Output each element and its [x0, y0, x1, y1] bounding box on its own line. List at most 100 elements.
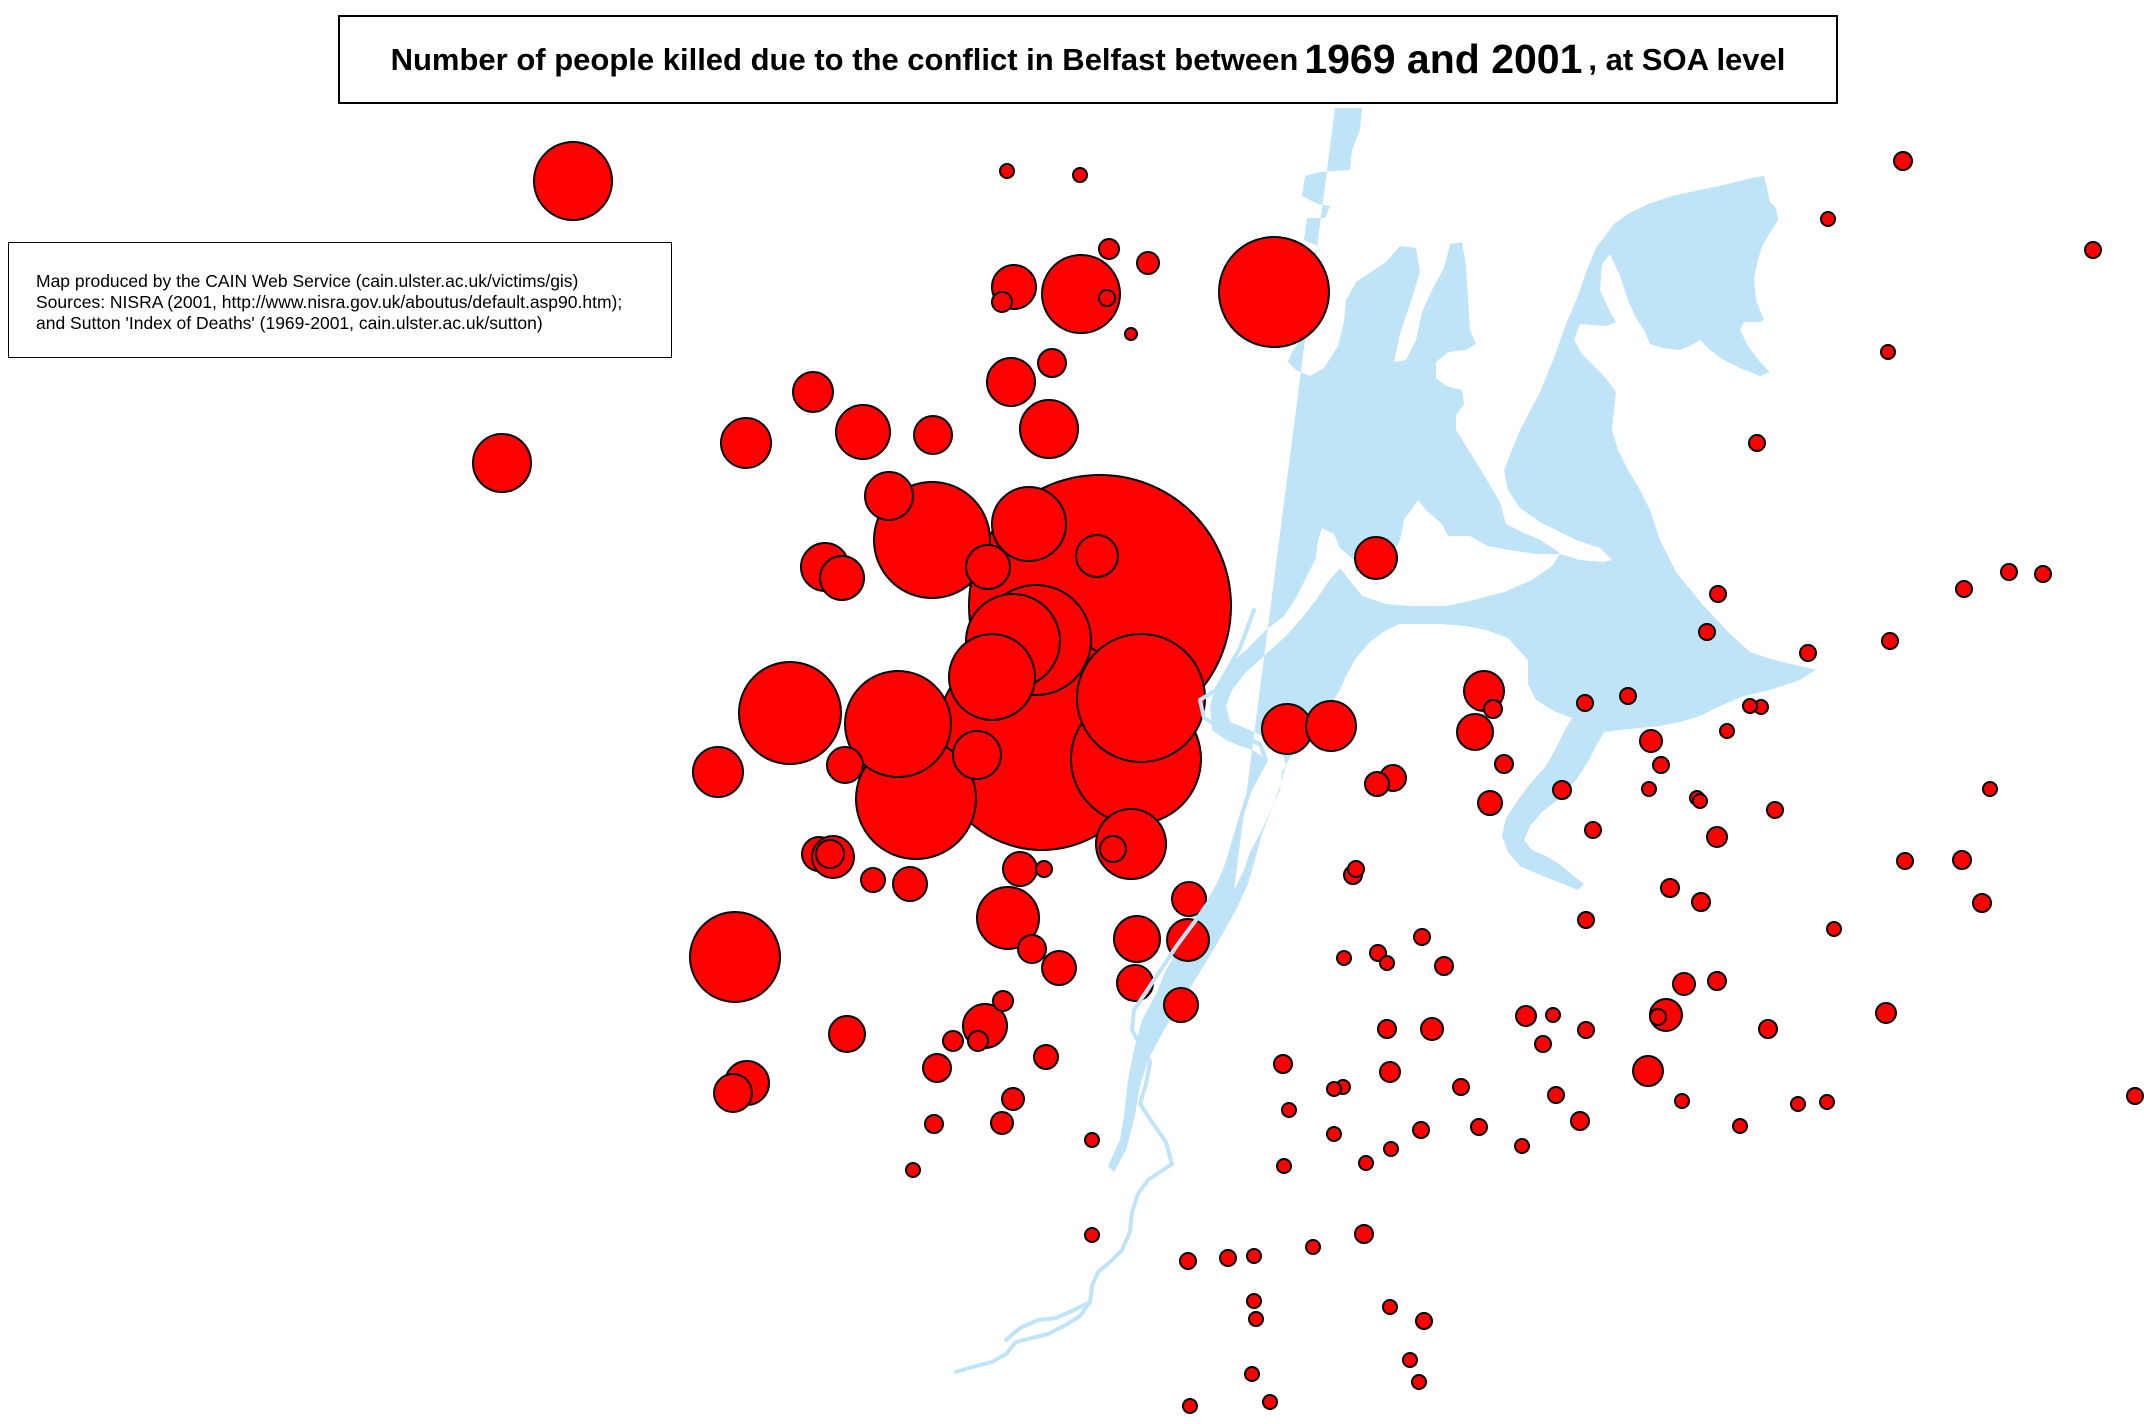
death-marker — [1707, 971, 1727, 991]
death-marker — [1982, 781, 1998, 797]
death-marker — [472, 433, 532, 493]
death-marker — [2126, 1087, 2144, 1105]
death-marker — [1576, 694, 1594, 712]
death-marker — [1515, 1005, 1537, 1027]
death-marker — [986, 357, 1036, 407]
death-marker — [1124, 327, 1138, 341]
death-marker — [1674, 1093, 1690, 1109]
death-marker — [1364, 771, 1390, 797]
death-markers — [472, 141, 2144, 1414]
death-marker — [1017, 934, 1047, 964]
death-marker — [1171, 881, 1207, 917]
death-marker — [689, 911, 781, 1003]
death-marker — [819, 555, 865, 601]
death-marker — [826, 746, 864, 784]
death-marker — [1098, 238, 1120, 260]
death-marker — [1552, 780, 1572, 800]
river-lagan — [954, 608, 1268, 1374]
death-marker — [1477, 790, 1503, 816]
death-marker — [1377, 1019, 1397, 1039]
death-marker — [1826, 921, 1842, 937]
death-marker — [1649, 1008, 1667, 1026]
death-marker — [1276, 1158, 1292, 1174]
death-marker — [1261, 703, 1313, 755]
death-marker — [1819, 1094, 1835, 1110]
death-marker — [1790, 1096, 1806, 1112]
death-marker — [1354, 536, 1398, 580]
death-marker — [1577, 1021, 1595, 1039]
death-marker — [1076, 633, 1206, 763]
death-marker — [1880, 344, 1896, 360]
death-marker — [1136, 251, 1160, 275]
death-marker — [1547, 1086, 1565, 1104]
death-marker — [1420, 1017, 1444, 1041]
death-marker — [991, 486, 1067, 562]
death-marker — [1035, 860, 1053, 878]
death-marker — [1244, 1366, 1260, 1382]
death-marker — [1037, 348, 1067, 378]
death-marker — [2034, 565, 2052, 583]
death-marker — [1166, 918, 1210, 962]
death-marker — [1246, 1248, 1262, 1264]
death-marker — [1660, 878, 1680, 898]
death-marker — [1248, 1311, 1264, 1327]
death-marker — [1545, 1007, 1561, 1023]
death-marker — [713, 1073, 753, 1113]
death-marker — [1456, 713, 1494, 751]
death-marker — [1358, 1155, 1374, 1171]
death-marker — [1041, 950, 1077, 986]
death-marker — [1483, 699, 1503, 719]
death-marker — [1641, 781, 1657, 797]
death-marker — [860, 867, 886, 893]
death-marker — [991, 291, 1013, 313]
death-marker — [1452, 1078, 1470, 1096]
death-marker — [990, 1111, 1014, 1135]
death-marker — [1379, 955, 1395, 971]
death-marker — [1305, 1239, 1321, 1255]
death-marker — [1415, 1312, 1433, 1330]
death-marker — [1972, 893, 1992, 913]
map-title-years: 1969 and 2001 — [1304, 36, 1583, 82]
river-tributary — [1004, 1300, 1092, 1342]
death-marker — [1326, 1081, 1342, 1097]
credit-line-producer: Map produced by the CAIN Web Service (ca… — [36, 271, 579, 291]
death-marker — [1219, 1249, 1237, 1267]
death-marker — [1732, 1118, 1748, 1134]
death-marker — [1001, 1087, 1025, 1111]
death-marker — [1116, 964, 1154, 1002]
death-marker — [1072, 167, 1088, 183]
death-marker — [1434, 956, 1454, 976]
death-marker — [952, 730, 1002, 780]
death-marker — [1002, 851, 1038, 887]
death-marker — [1691, 892, 1711, 912]
death-marker — [1719, 723, 1735, 739]
death-marker — [1672, 972, 1696, 996]
death-marker — [1411, 1374, 1427, 1390]
death-marker — [738, 661, 842, 765]
death-marker — [1955, 580, 1973, 598]
death-marker — [1163, 987, 1199, 1023]
death-marker — [1632, 1055, 1664, 1087]
death-marker — [1577, 911, 1595, 929]
death-marker — [1413, 928, 1431, 946]
death-marker — [1470, 1118, 1488, 1136]
death-marker — [1742, 698, 1758, 714]
death-marker — [905, 1162, 921, 1178]
death-marker — [1494, 754, 1514, 774]
death-marker — [835, 404, 891, 460]
death-marker — [1262, 1394, 1278, 1410]
death-marker — [1218, 236, 1330, 348]
death-marker — [999, 163, 1015, 179]
map-title-part3: , at SOA level — [1588, 41, 1786, 77]
death-marker — [1896, 852, 1914, 870]
water-layer — [1108, 108, 1816, 1172]
death-marker — [1758, 1019, 1778, 1039]
death-marker — [1336, 950, 1352, 966]
death-marker — [1584, 821, 1602, 839]
death-marker — [1412, 1121, 1430, 1139]
death-marker — [965, 544, 1011, 590]
death-marker — [1709, 585, 1727, 603]
death-marker — [1281, 1102, 1297, 1118]
death-marker — [1698, 623, 1716, 641]
